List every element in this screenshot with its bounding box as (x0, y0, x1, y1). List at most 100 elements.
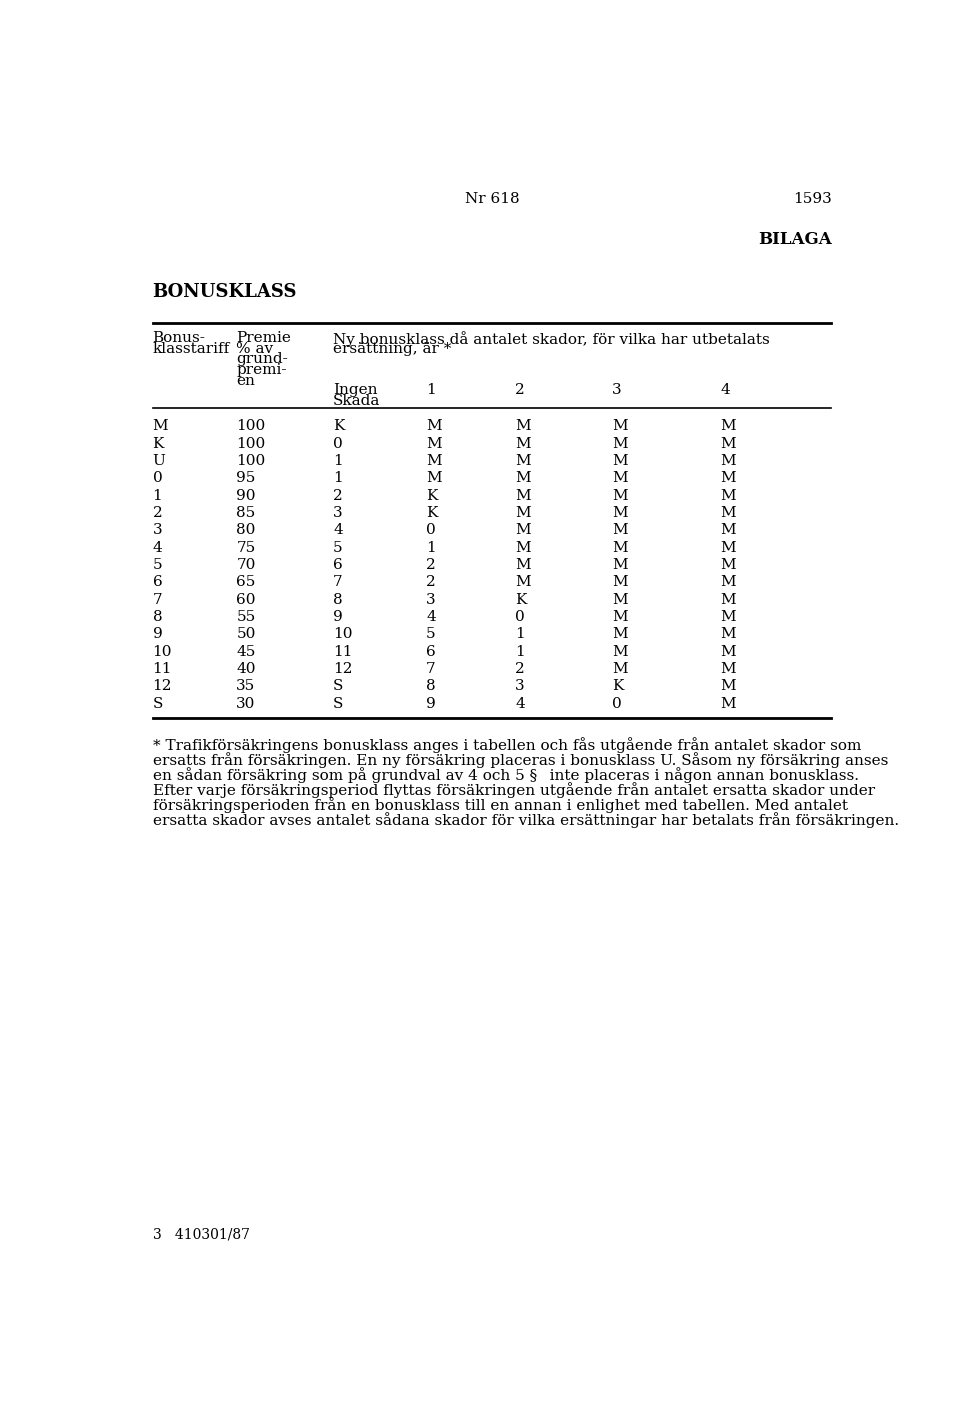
Text: 55: 55 (236, 610, 255, 624)
Text: 4: 4 (426, 610, 436, 624)
Text: 3: 3 (153, 523, 162, 537)
Text: M: M (426, 454, 442, 468)
Text: 3   410301/87: 3 410301/87 (153, 1227, 250, 1241)
Text: Premie: Premie (236, 331, 291, 345)
Text: M: M (612, 523, 628, 537)
Text: 5: 5 (333, 541, 343, 555)
Text: 1: 1 (426, 383, 436, 397)
Text: 3: 3 (612, 383, 622, 397)
Text: 1: 1 (333, 471, 343, 485)
Text: 12: 12 (153, 679, 172, 693)
Text: M: M (721, 610, 736, 624)
Text: 60: 60 (236, 593, 255, 607)
Text: K: K (612, 679, 623, 693)
Text: U: U (153, 454, 165, 468)
Text: 3: 3 (333, 506, 343, 520)
Text: grund-: grund- (236, 352, 288, 366)
Text: 35: 35 (236, 679, 255, 693)
Text: M: M (516, 558, 531, 572)
Text: M: M (516, 489, 531, 503)
Text: M: M (612, 644, 628, 658)
Text: ersättning, är *: ersättning, är * (333, 341, 451, 355)
Text: M: M (612, 471, 628, 485)
Text: 1593: 1593 (793, 192, 831, 206)
Text: % av: % av (236, 341, 274, 355)
Text: K: K (153, 437, 164, 451)
Text: 3: 3 (516, 679, 525, 693)
Text: M: M (721, 662, 736, 676)
Text: 11: 11 (153, 662, 172, 676)
Text: M: M (721, 575, 736, 589)
Text: M: M (516, 575, 531, 589)
Text: M: M (516, 454, 531, 468)
Text: 2: 2 (426, 558, 436, 572)
Text: 10: 10 (333, 627, 352, 641)
Text: BONUSKLASS: BONUSKLASS (153, 283, 297, 302)
Text: M: M (612, 593, 628, 607)
Text: M: M (153, 420, 168, 434)
Text: 1: 1 (516, 644, 525, 658)
Text: M: M (612, 627, 628, 641)
Text: M: M (721, 454, 736, 468)
Text: 10: 10 (153, 644, 172, 658)
Text: M: M (516, 420, 531, 434)
Text: 95: 95 (236, 471, 255, 485)
Text: S: S (153, 696, 163, 710)
Text: M: M (426, 437, 442, 451)
Text: M: M (612, 575, 628, 589)
Text: 9: 9 (153, 627, 162, 641)
Text: en sådan försäkring som på grundval av 4 och 5 §  inte placeras i någon annan bo: en sådan försäkring som på grundval av 4… (153, 766, 858, 783)
Text: 40: 40 (236, 662, 255, 676)
Text: 5: 5 (153, 558, 162, 572)
Text: 70: 70 (236, 558, 255, 572)
Text: BILAGA: BILAGA (757, 231, 831, 248)
Text: M: M (721, 644, 736, 658)
Text: 1: 1 (153, 489, 162, 503)
Text: 100: 100 (236, 454, 266, 468)
Text: M: M (516, 541, 531, 555)
Text: 9: 9 (426, 696, 436, 710)
Text: 0: 0 (426, 523, 436, 537)
Text: Ny bonusklass då antalet skador, för vilka har utbetalats: Ny bonusklass då antalet skador, för vil… (333, 331, 770, 347)
Text: 3: 3 (426, 593, 436, 607)
Text: 65: 65 (236, 575, 255, 589)
Text: 80: 80 (236, 523, 255, 537)
Text: Efter varje försäkringsperiod flyttas försäkringen utgående från antalet ersatta: Efter varje försäkringsperiod flyttas fö… (153, 782, 875, 797)
Text: 2: 2 (153, 506, 162, 520)
Text: S: S (333, 696, 344, 710)
Text: ersatts från försäkringen. En ny försäkring placeras i bonusklass U. Såsom ny fö: ersatts från försäkringen. En ny försäkr… (153, 752, 888, 768)
Text: M: M (721, 541, 736, 555)
Text: 7: 7 (426, 662, 436, 676)
Text: M: M (721, 506, 736, 520)
Text: 100: 100 (236, 437, 266, 451)
Text: M: M (426, 471, 442, 485)
Text: 75: 75 (236, 541, 255, 555)
Text: ersatta skador avses antalet sådana skador för vilka ersättningar har betalats f: ersatta skador avses antalet sådana skad… (153, 812, 899, 828)
Text: S: S (333, 679, 344, 693)
Text: M: M (426, 420, 442, 434)
Text: K: K (426, 506, 438, 520)
Text: 4: 4 (153, 541, 162, 555)
Text: 1: 1 (333, 454, 343, 468)
Text: Ingen: Ingen (333, 383, 377, 397)
Text: M: M (721, 696, 736, 710)
Text: 0: 0 (516, 610, 525, 624)
Text: 45: 45 (236, 644, 255, 658)
Text: M: M (612, 437, 628, 451)
Text: M: M (721, 489, 736, 503)
Text: M: M (721, 437, 736, 451)
Text: 12: 12 (333, 662, 352, 676)
Text: 4: 4 (721, 383, 731, 397)
Text: M: M (612, 610, 628, 624)
Text: M: M (516, 471, 531, 485)
Text: M: M (516, 506, 531, 520)
Text: 9: 9 (333, 610, 343, 624)
Text: 2: 2 (516, 662, 525, 676)
Text: 2: 2 (516, 383, 525, 397)
Text: M: M (612, 558, 628, 572)
Text: M: M (612, 420, 628, 434)
Text: M: M (721, 471, 736, 485)
Text: M: M (612, 454, 628, 468)
Text: 2: 2 (426, 575, 436, 589)
Text: 8: 8 (426, 679, 436, 693)
